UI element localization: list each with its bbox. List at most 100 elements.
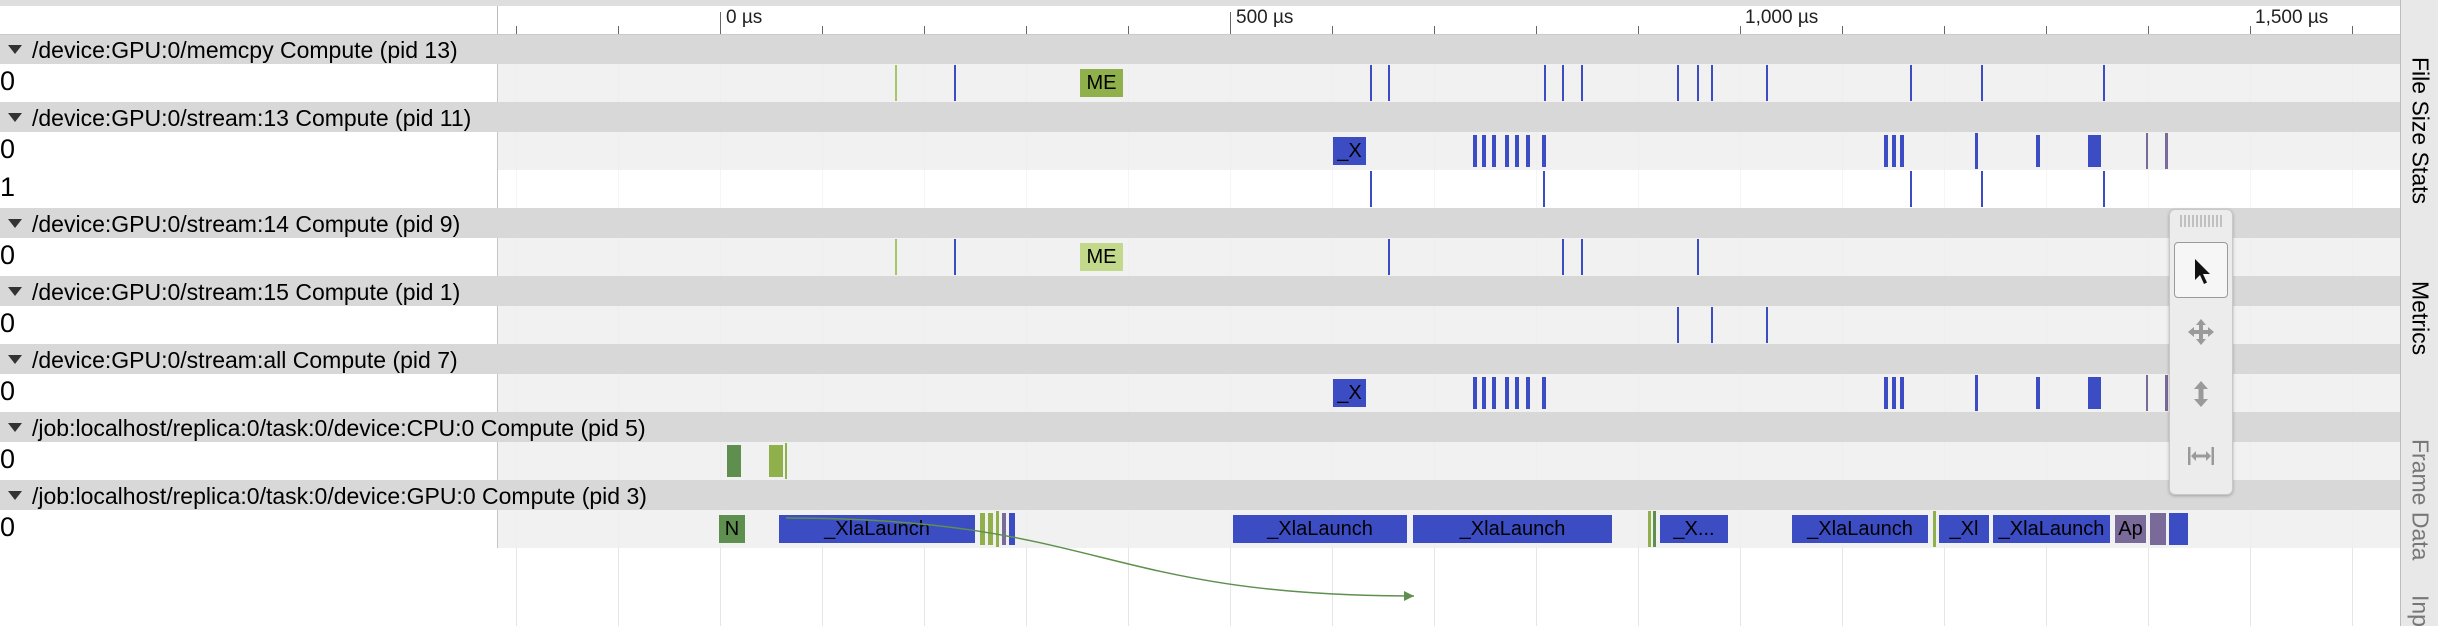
trace-slice[interactable]: _X... (1660, 515, 1728, 543)
trace-slice[interactable]: _XlaLaunch (1792, 515, 1928, 543)
trace-slice[interactable] (1002, 513, 1006, 545)
thread-track[interactable]: ME (498, 64, 2400, 102)
trace-slice[interactable] (895, 65, 897, 101)
process-header[interactable]: /job:localhost/replica:0/task:0/device:C… (0, 412, 2400, 442)
trace-slice[interactable] (980, 513, 985, 545)
trace-slice[interactable] (1884, 135, 1888, 167)
side-tab-frame-data[interactable]: Frame Data (2407, 439, 2434, 561)
trace-slice[interactable] (1933, 511, 1936, 547)
side-tab-file-size-stats[interactable]: File Size Stats (2407, 56, 2434, 204)
trace-slice[interactable] (2103, 171, 2105, 207)
expand-toggle-icon[interactable] (8, 423, 22, 432)
trace-slice[interactable]: _XlaLaunch (779, 515, 975, 543)
trace-slice[interactable] (1482, 135, 1486, 167)
trace-slice[interactable] (1711, 65, 1713, 101)
thread-track[interactable]: ME (498, 238, 2400, 276)
trace-slice[interactable] (1981, 171, 1983, 207)
trace-slice[interactable] (1677, 307, 1679, 343)
trace-slice[interactable] (1766, 307, 1768, 343)
trace-slice[interactable] (1388, 65, 1390, 101)
trace-slice[interactable] (1543, 171, 1545, 207)
trace-slice[interactable] (1542, 377, 1546, 409)
pan-tool-button[interactable] (2174, 304, 2228, 360)
thread-track[interactable]: N _XlaLaunch _XlaLaunch _XlaLaunch _X... _Xla… (498, 510, 2400, 548)
expand-toggle-icon[interactable] (8, 45, 22, 54)
trace-slice[interactable] (1975, 133, 1978, 169)
trace-slice[interactable] (2036, 377, 2040, 409)
trace-slice[interactable] (1562, 65, 1564, 101)
process-header[interactable]: /device:GPU:0/stream:14 Compute (pid 9) (0, 208, 2400, 238)
trace-slice[interactable] (2169, 513, 2188, 545)
trace-slice[interactable] (2088, 135, 2101, 167)
trace-slice[interactable] (2146, 375, 2148, 411)
trace-slice[interactable] (2150, 513, 2166, 545)
trace-slice[interactable] (2165, 133, 2168, 169)
thread-track[interactable] (498, 170, 2400, 208)
side-tab-inp[interactable]: Inp (2407, 595, 2434, 627)
trace-slice[interactable] (1697, 239, 1699, 275)
time-ruler[interactable]: 0 µs 500 µs 1,000 µs 1,500 µs (0, 0, 2400, 35)
trace-slice[interactable] (1892, 377, 1896, 409)
trace-slice[interactable] (1473, 135, 1477, 167)
trace-slice[interactable] (769, 445, 783, 477)
trace-slice[interactable] (2103, 65, 2105, 101)
trace-slice[interactable] (785, 443, 787, 479)
trace-slice[interactable] (954, 65, 956, 101)
expand-toggle-icon[interactable] (8, 491, 22, 500)
trace-slice[interactable] (1515, 135, 1519, 167)
trace-slice[interactable]: _XlaLaunch (1993, 515, 2110, 543)
trace-slice[interactable] (1370, 171, 1372, 207)
trace-slice[interactable] (1009, 513, 1015, 545)
trace-slice[interactable] (1648, 511, 1651, 547)
expand-toggle-icon[interactable] (8, 355, 22, 364)
trace-slice[interactable] (2088, 377, 2101, 409)
drag-handle[interactable] (2180, 215, 2222, 227)
trace-slice[interactable] (1473, 377, 1477, 409)
trace-slice[interactable] (1542, 135, 1546, 167)
trace-slice[interactable]: _XlaLaunch (1413, 515, 1612, 543)
thread-track[interactable]: _X (498, 132, 2400, 170)
trace-slice[interactable]: ME (1080, 69, 1123, 97)
side-tab-metrics[interactable]: Metrics (2407, 280, 2434, 356)
trace-slice[interactable] (1505, 135, 1509, 167)
trace-slice[interactable] (1981, 65, 1983, 101)
zoom-tool-button[interactable] (2174, 366, 2228, 422)
trace-slice[interactable] (988, 513, 993, 545)
trace-slice[interactable] (1526, 135, 1530, 167)
trace-slice[interactable] (1581, 239, 1583, 275)
trace-slice[interactable] (1492, 135, 1496, 167)
trace-slice[interactable] (1492, 377, 1496, 409)
process-header[interactable]: /device:GPU:0/stream:13 Compute (pid 11) (0, 102, 2400, 132)
trace-slice[interactable] (2165, 375, 2168, 411)
trace-slice[interactable] (1711, 307, 1713, 343)
process-header[interactable]: /device:GPU:0/memcpy Compute (pid 13) (0, 34, 2400, 64)
trace-slice[interactable]: _Xl (1939, 515, 1989, 543)
trace-slice[interactable]: N (719, 515, 745, 543)
mouse-mode-selector[interactable] (2169, 209, 2233, 495)
process-header[interactable]: /device:GPU:0/stream:15 Compute (pid 1) (0, 276, 2400, 306)
expand-toggle-icon[interactable] (8, 113, 22, 122)
process-header[interactable]: /device:GPU:0/stream:all Compute (pid 7) (0, 344, 2400, 374)
trace-slice[interactable] (1581, 65, 1583, 101)
trace-slice[interactable] (1370, 65, 1372, 101)
trace-slice[interactable] (1975, 375, 1978, 411)
expand-toggle-icon[interactable] (8, 287, 22, 296)
trace-slice[interactable] (727, 445, 741, 477)
trace-slice[interactable] (996, 511, 999, 547)
trace-slice[interactable] (1505, 377, 1509, 409)
trace-slice[interactable] (2146, 133, 2148, 169)
trace-slice[interactable] (1677, 65, 1679, 101)
trace-slice[interactable] (1766, 65, 1768, 101)
thread-track[interactable]: _X (498, 374, 2400, 412)
trace-slice[interactable] (1562, 239, 1564, 275)
trace-slice[interactable]: _X (1333, 137, 1366, 165)
trace-slice[interactable] (1884, 377, 1888, 409)
trace-slice[interactable] (1482, 377, 1486, 409)
trace-slice[interactable] (1515, 377, 1519, 409)
trace-slice[interactable] (1900, 135, 1904, 167)
expand-toggle-icon[interactable] (8, 219, 22, 228)
trace-slice[interactable] (1892, 135, 1896, 167)
trace-slice[interactable] (1388, 239, 1390, 275)
trace-slice[interactable] (954, 239, 956, 275)
